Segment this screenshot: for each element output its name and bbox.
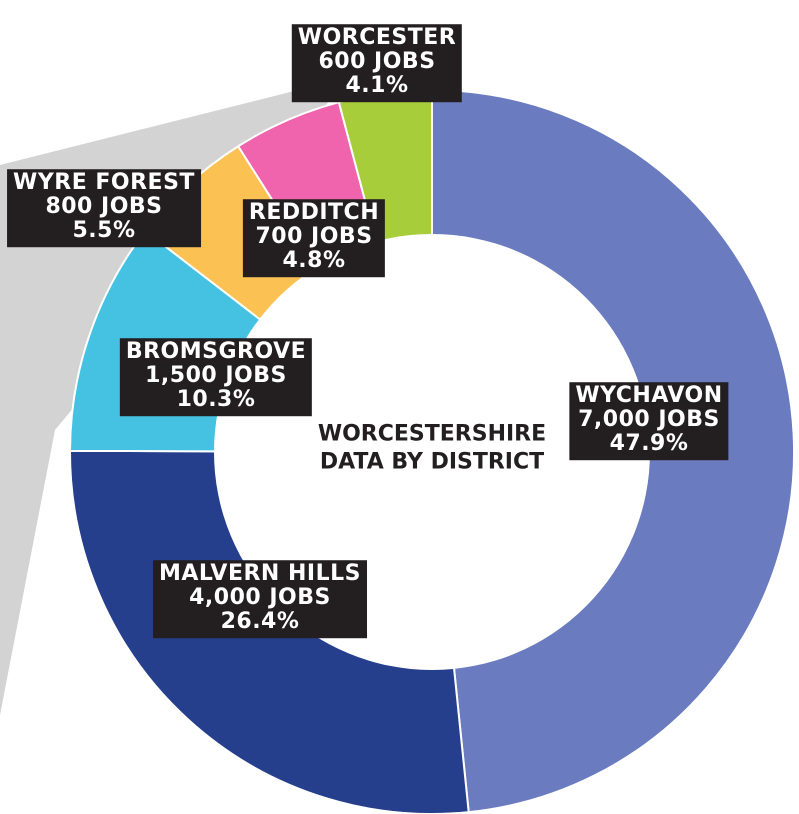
- slice-percent: 26.4%: [220, 609, 300, 635]
- slice-name: Wyre Forest: [13, 170, 195, 196]
- slice-label-wychavon: Wychavon 7,000 jobs 47.9%: [569, 382, 729, 460]
- slice-percent: 47.9%: [609, 431, 689, 457]
- center-title-line-1: Worcestershire: [317, 421, 547, 447]
- slice-label-malvern-hills: Malvern Hills 4,000 jobs 26.4%: [153, 560, 367, 638]
- slice-name: Redditch: [248, 200, 380, 226]
- slice-name: Worcester: [297, 25, 457, 51]
- slice-jobs: 4,000 jobs: [189, 585, 331, 611]
- slice-label-wyre-forest: Wyre Forest 800 jobs 5.5%: [7, 169, 201, 247]
- center-title-line-2: data by district: [319, 449, 545, 474]
- slice-percent: 4.8%: [282, 248, 346, 274]
- slice-label-bromsgrove: Bromsgrove 1,500 jobs 10.3%: [119, 338, 313, 416]
- slice-name: Wychavon: [575, 383, 723, 409]
- slice-percent: 4.1%: [345, 73, 409, 99]
- slice-jobs: 700 jobs: [255, 224, 373, 250]
- slice-name: Bromsgrove: [125, 339, 307, 365]
- slice-jobs: 7,000 jobs: [578, 407, 720, 433]
- slice-jobs: 1,500 jobs: [145, 363, 287, 389]
- slice-percent: 10.3%: [176, 387, 256, 413]
- slice-label-worcester: Worcester 600 jobs 4.1%: [291, 24, 463, 102]
- slice-jobs: 800 jobs: [45, 194, 163, 220]
- slice-percent: 5.5%: [72, 218, 136, 244]
- slice-label-redditch: Redditch 700 jobs 4.8%: [242, 199, 386, 277]
- center-title: Worcestershire data by district: [318, 421, 546, 476]
- slice-name: Malvern Hills: [159, 561, 361, 587]
- slice-jobs: 600 jobs: [318, 49, 436, 75]
